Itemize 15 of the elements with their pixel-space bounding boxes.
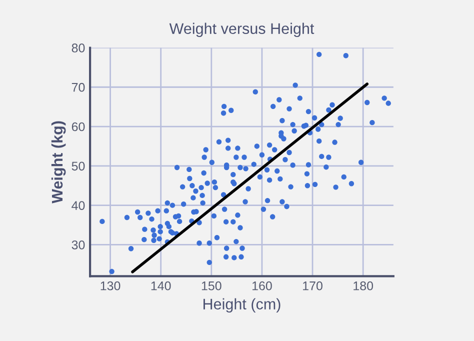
x-tick-label: 130 — [100, 281, 120, 290]
y-tick-label: 80 — [72, 44, 85, 52]
x-tick-label: 170 — [303, 281, 322, 290]
y-tick-label: 60 — [72, 122, 85, 132]
y-axis-title: Weight (kg) — [51, 121, 66, 204]
chart-title: Weight versus Height — [169, 22, 314, 38]
x-axis-title: Height (cm) — [204, 298, 280, 313]
x-tick-label: 140 — [151, 281, 171, 290]
y-tick-label: 50 — [72, 162, 85, 171]
x-tick-label: 160 — [252, 281, 272, 290]
x-tick-label: 150 — [202, 281, 222, 290]
y-tick-label: 70 — [72, 82, 85, 92]
x-tick-label: 180 — [354, 281, 374, 290]
y-tick-label: 40 — [72, 201, 85, 210]
y-tick-label: 30 — [72, 240, 85, 250]
